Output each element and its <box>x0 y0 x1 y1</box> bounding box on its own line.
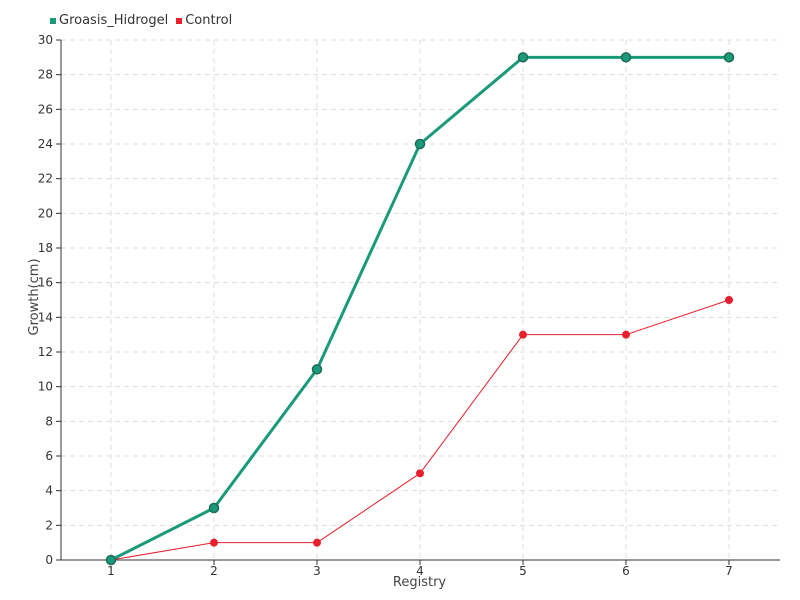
x-tick-labels: 1 2 3 4 5 6 7 <box>107 564 733 578</box>
x-tick-label-7: 7 <box>725 564 733 578</box>
y-tick-label-16: 16 <box>38 276 53 290</box>
data-point-groasis-7 <box>723 52 735 63</box>
legend-item-control[interactable]: Control <box>176 13 232 28</box>
y-tick-label-2: 2 <box>45 518 53 532</box>
data-point-groasis-4 <box>414 138 426 150</box>
data-point-control-4 <box>416 469 424 478</box>
data-point-control-3 <box>313 538 321 547</box>
x-tick-label-4: 4 <box>416 564 424 578</box>
y-tick-label-28: 28 <box>38 68 53 82</box>
legend-swatch-control <box>176 17 183 24</box>
y-tick-label-4: 4 <box>45 484 53 498</box>
data-point-groasis-5 <box>517 52 529 63</box>
y-tick-label-0: 0 <box>45 553 53 567</box>
x-axis-title: Registry <box>393 575 447 590</box>
legend: Groasis_Hidrogel Control <box>50 13 232 28</box>
y-tick-label-6: 6 <box>45 449 53 463</box>
x-tick-label-2: 2 <box>210 564 218 578</box>
data-point-control-2 <box>210 538 218 547</box>
legend-swatch-groasis <box>50 17 56 24</box>
y-tick-label-10: 10 <box>38 380 53 394</box>
series-groasis-hidrogel <box>105 52 735 566</box>
y-tick-label-24: 24 <box>38 137 53 151</box>
y-tick-label-14: 14 <box>38 310 53 324</box>
y-tick-label-26: 26 <box>38 102 53 116</box>
y-tick-label-18: 18 <box>38 241 53 255</box>
x-tick-label-1: 1 <box>107 564 115 578</box>
data-point-control-7 <box>725 296 733 304</box>
data-point-control-6 <box>622 330 630 339</box>
data-point-groasis-1 <box>105 554 117 566</box>
series-group <box>105 52 735 566</box>
data-point-control-5 <box>519 330 527 339</box>
x-tick-label-5: 5 <box>519 564 527 578</box>
grid-lines <box>61 39 780 560</box>
y-tick-label-20: 20 <box>38 206 53 220</box>
y-tick-label-12: 12 <box>38 345 53 359</box>
x-tick-label-3: 3 <box>313 564 321 578</box>
legend-label-control: Control <box>185 13 233 28</box>
y-tick-label-30: 30 <box>38 33 53 47</box>
axes <box>56 39 780 565</box>
data-point-groasis-6 <box>620 52 632 63</box>
y-axis-title: Growth(cm) <box>27 258 42 335</box>
y-tick-label-8: 8 <box>45 414 53 428</box>
data-point-groasis-2 <box>208 502 220 514</box>
data-point-groasis-3 <box>311 364 323 375</box>
legend-item-groasis[interactable]: Groasis_Hidrogel <box>50 13 168 28</box>
x-tick-label-6: 6 <box>622 564 630 578</box>
legend-label-groasis: Groasis_Hidrogel <box>59 13 169 28</box>
y-tick-label-22: 22 <box>38 172 53 186</box>
